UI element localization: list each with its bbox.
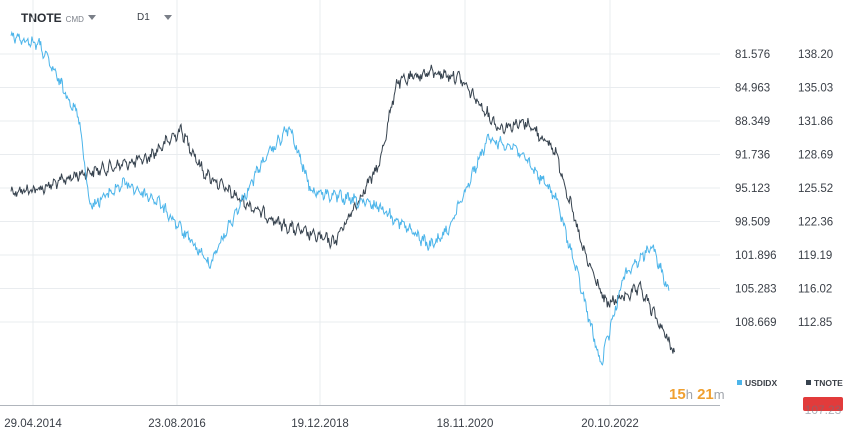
right-axis-tick-label: 119.19: [798, 250, 832, 262]
last-price-tag: [803, 397, 843, 411]
left-axis-tick-label: 101.896: [735, 250, 777, 262]
right-axis-tick-label: 112.85: [798, 317, 832, 329]
left-axis-tick-label: 105.283: [735, 284, 777, 296]
candle-countdown: 15h 21m: [669, 386, 725, 403]
left-axis-tick-label: 95.123: [735, 183, 770, 195]
x-axis: 29.04.2014 23.08.2016 19.12.2018 18.11.2020…: [4, 418, 639, 430]
countdown-minutes-unit: m: [713, 387, 725, 402]
left-axis-tick-label: 98.509: [735, 217, 770, 229]
chart-grid: [0, 0, 720, 405]
timeframe-selector[interactable]: D1: [137, 12, 150, 23]
right-axis-tick-label: 116.02: [798, 284, 832, 296]
timeframe-chevron-down-icon[interactable]: [164, 15, 172, 20]
right-axis-tick-label: 131.86: [798, 116, 833, 128]
x-axis-tick-label: 29.04.2014: [4, 418, 62, 430]
instrument-selector[interactable]: TNOTE CMD: [21, 11, 84, 25]
x-axis-tick-label: 23.08.2016: [148, 418, 206, 430]
left-axis-tick-label: 108.669: [735, 317, 777, 329]
countdown-hours: 15: [669, 386, 686, 403]
countdown-minutes: 21: [697, 386, 714, 403]
right-axis-tick-label: 125.52: [798, 183, 833, 195]
instrument-name: TNOTE: [21, 11, 62, 25]
series-line-usdidx: [10, 30, 670, 366]
legend-label-usdidx: USDIDX: [745, 378, 777, 388]
series-layer: [10, 30, 675, 366]
left-axis-tick-label: 91.736: [735, 150, 770, 162]
right-axis-tick-label: 135.03: [798, 83, 833, 95]
right-axis-tick-label: 128.69: [798, 150, 833, 162]
legend: USDIDX TNOTE: [737, 378, 843, 388]
series-line-tnote: [10, 64, 675, 354]
legend-swatch-tnote: [806, 380, 811, 385]
x-axis-tick-label: 19.12.2018: [291, 418, 349, 430]
x-axis-tick-label: 18.11.2020: [437, 418, 494, 430]
left-axis-tick-label: 84.963: [735, 83, 770, 95]
instrument-chevron-down-icon[interactable]: [88, 15, 96, 20]
right-axis-tick-label: 138.20: [798, 49, 833, 61]
right-axis: 138.20 135.03 131.86 128.69 125.52 122.36 119.…: [798, 49, 833, 329]
chart-toolbar: TNOTE CMD D1: [0, 0, 859, 34]
countdown-hours-unit: h: [685, 387, 693, 402]
left-axis: 81.576 84.963 88.349 91.736 95.123 98.509 101.…: [735, 49, 777, 329]
left-axis-tick-label: 88.349: [735, 116, 770, 128]
legend-swatch-usdidx: [737, 380, 742, 385]
legend-label-tnote: TNOTE: [814, 378, 843, 388]
left-axis-tick-label: 81.576: [735, 49, 770, 61]
last-price-label: 107.23: [804, 403, 842, 417]
right-axis-tick-label: 122.36: [798, 217, 833, 229]
instrument-type: CMD: [65, 15, 84, 24]
x-axis-tick-label: 20.10.2022: [581, 418, 639, 430]
